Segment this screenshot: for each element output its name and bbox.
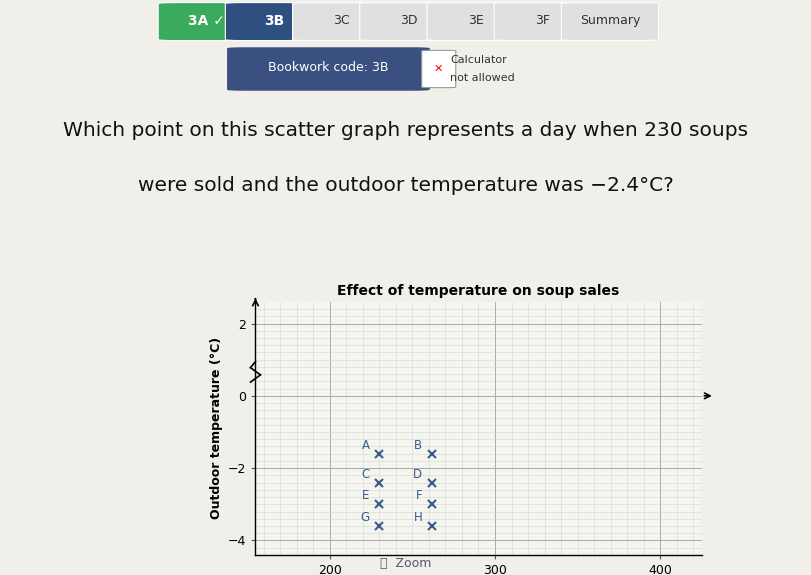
Y-axis label: Outdoor temperature (°C): Outdoor temperature (°C) xyxy=(209,338,222,519)
FancyBboxPatch shape xyxy=(494,2,591,40)
Text: Summary: Summary xyxy=(580,14,640,27)
Text: A: A xyxy=(362,439,370,452)
Title: Effect of temperature on soup sales: Effect of temperature on soup sales xyxy=(337,284,620,298)
FancyBboxPatch shape xyxy=(561,2,659,40)
FancyBboxPatch shape xyxy=(225,2,323,40)
Text: E: E xyxy=(362,489,370,503)
Text: Bookwork code: 3B: Bookwork code: 3B xyxy=(268,62,388,75)
FancyBboxPatch shape xyxy=(427,2,524,40)
Text: H: H xyxy=(414,511,423,524)
Text: 3A ✓: 3A ✓ xyxy=(188,14,225,28)
Text: D: D xyxy=(413,468,423,481)
Text: B: B xyxy=(414,439,423,452)
Text: F: F xyxy=(416,489,423,503)
FancyBboxPatch shape xyxy=(158,2,255,40)
Text: 3D: 3D xyxy=(400,14,417,27)
FancyBboxPatch shape xyxy=(227,47,430,91)
Text: C: C xyxy=(361,468,370,481)
Text: 3C: 3C xyxy=(333,14,350,27)
Text: G: G xyxy=(360,511,370,524)
Text: 🔍  Zoom: 🔍 Zoom xyxy=(380,557,431,570)
Text: were sold and the outdoor temperature was −2.4°C?: were sold and the outdoor temperature wa… xyxy=(138,177,673,196)
Text: Calculator: Calculator xyxy=(450,55,507,64)
FancyBboxPatch shape xyxy=(293,2,390,40)
FancyBboxPatch shape xyxy=(360,2,457,40)
Text: not allowed: not allowed xyxy=(450,74,515,83)
Text: 3E: 3E xyxy=(468,14,483,27)
Text: ✕: ✕ xyxy=(434,64,444,74)
Text: Which point on this scatter graph represents a day when 230 soups: Which point on this scatter graph repres… xyxy=(63,121,748,140)
FancyBboxPatch shape xyxy=(422,51,456,87)
Text: 3F: 3F xyxy=(535,14,550,27)
Text: 3B: 3B xyxy=(264,14,284,28)
